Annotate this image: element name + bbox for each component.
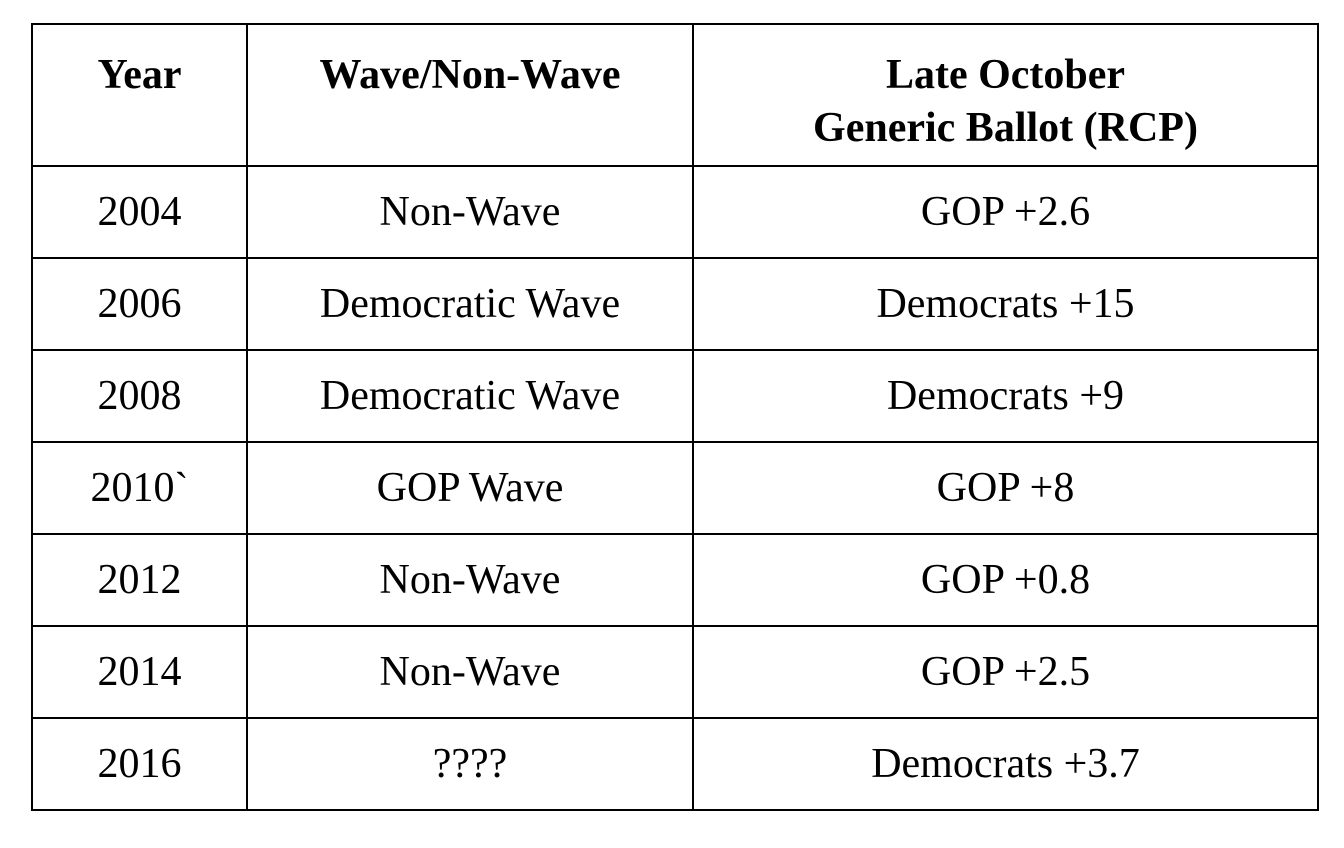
wave-cell: GOP Wave bbox=[246, 441, 694, 535]
year-cell: 2006 bbox=[31, 257, 248, 351]
column-header-ballot-line1: Late October bbox=[885, 52, 1126, 98]
year-cell: 2004 bbox=[31, 165, 248, 259]
column-header-year: Year bbox=[31, 23, 248, 167]
wave-cell: Democratic Wave bbox=[246, 257, 694, 351]
ballot-cell: Democrats +9 bbox=[692, 349, 1319, 443]
year-cell: 2010` bbox=[31, 441, 248, 535]
table-row: 2010` GOP Wave GOP +8 bbox=[31, 441, 1319, 535]
year-cell: 2016 bbox=[31, 717, 248, 811]
year-cell: 2012 bbox=[31, 533, 248, 627]
ballot-cell: GOP +2.6 bbox=[692, 165, 1319, 259]
column-header-ballot-line2: Generic Ballot (RCP) bbox=[813, 104, 1198, 151]
year-cell: 2014 bbox=[31, 625, 248, 719]
ballot-cell: GOP +2.5 bbox=[692, 625, 1319, 719]
wave-cell: Non-Wave bbox=[246, 533, 694, 627]
wave-table-container: Year Wave/Non-Wave Late October Generic … bbox=[31, 23, 1319, 811]
table-row: 2012 Non-Wave GOP +0.8 bbox=[31, 533, 1319, 627]
ballot-cell: Democrats +15 bbox=[692, 257, 1319, 351]
wave-cell: Democratic Wave bbox=[246, 349, 694, 443]
column-header-wave: Wave/Non-Wave bbox=[246, 23, 694, 167]
wave-election-table: Year Wave/Non-Wave Late October Generic … bbox=[31, 23, 1319, 811]
table-row: 2004 Non-Wave GOP +2.6 bbox=[31, 165, 1319, 259]
wave-cell: Non-Wave bbox=[246, 625, 694, 719]
wave-cell: ???? bbox=[246, 717, 694, 811]
ballot-cell: GOP +0.8 bbox=[692, 533, 1319, 627]
ballot-cell: GOP +8 bbox=[692, 441, 1319, 535]
table-row: 2008 Democratic Wave Democrats +9 bbox=[31, 349, 1319, 443]
ballot-cell: Democrats +3.7 bbox=[692, 717, 1319, 811]
year-cell: 2008 bbox=[31, 349, 248, 443]
wave-cell: Non-Wave bbox=[246, 165, 694, 259]
column-header-ballot: Late October Generic Ballot (RCP) bbox=[692, 23, 1319, 167]
header-row: Year Wave/Non-Wave Late October Generic … bbox=[31, 23, 1319, 167]
table-row: 2006 Democratic Wave Democrats +15 bbox=[31, 257, 1319, 351]
table-row: 2016 ???? Democrats +3.7 bbox=[31, 717, 1319, 811]
table-row: 2014 Non-Wave GOP +2.5 bbox=[31, 625, 1319, 719]
